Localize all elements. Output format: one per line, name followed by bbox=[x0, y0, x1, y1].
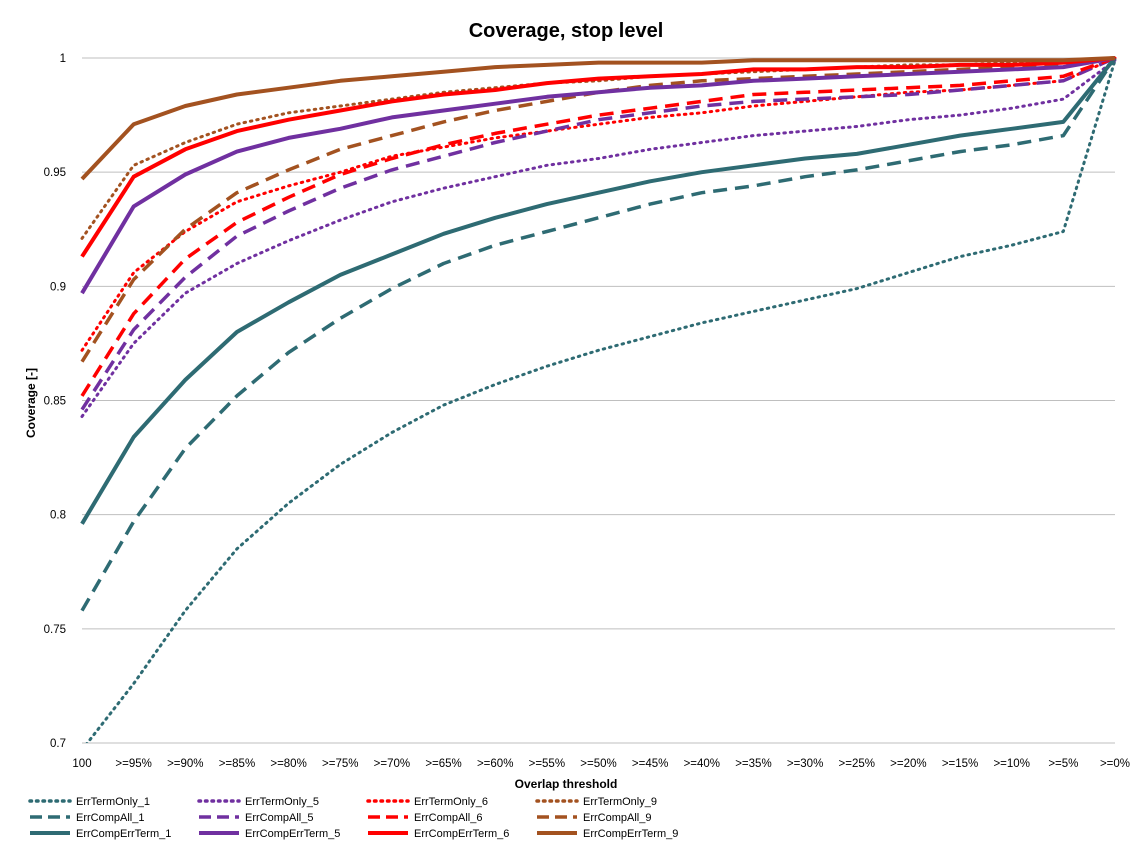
x-axis-ticks: 100 >=95% >=90% >=85% >=80% >=75% >=70% >=65% >=… bbox=[72, 758, 1130, 770]
series-line-ErrTermOnly_1 bbox=[85, 58, 1117, 743]
series-line-ErrTermOnly_6 bbox=[80, 56, 1117, 352]
y-axis-title: Coverage [-] bbox=[24, 368, 38, 438]
series-line-ErrCompAll_6 bbox=[80, 56, 1116, 397]
legend: ErrTermOnly_1 ErrTermOnly_5 ErrTermOnly_6 E… bbox=[28, 796, 678, 840]
x-tick-label: >=85% bbox=[219, 758, 255, 770]
series-line-ErrTermOnly_5 bbox=[80, 58, 1117, 418]
series-line-ErrCompErrTerm_9 bbox=[80, 56, 1116, 181]
legend-label: ErrTermOnly_1 bbox=[76, 796, 150, 808]
legend-label: ErrTermOnly_6 bbox=[414, 796, 488, 808]
legend-label: ErrCompAll_5 bbox=[245, 812, 313, 824]
x-tick-label: >=30% bbox=[787, 758, 823, 770]
legend-label: ErrCompErrTerm_6 bbox=[414, 828, 509, 840]
legend-label: ErrCompErrTerm_5 bbox=[245, 828, 340, 840]
x-tick-label: >=95% bbox=[115, 758, 151, 770]
series-line-ErrCompErrTerm_5 bbox=[80, 56, 1116, 295]
x-axis-title: Overlap threshold bbox=[515, 777, 618, 791]
series-lines bbox=[80, 56, 1117, 743]
gridlines bbox=[82, 57, 1115, 744]
x-tick-label: >=75% bbox=[322, 758, 358, 770]
legend-label: ErrTermOnly_9 bbox=[583, 796, 657, 808]
x-tick-label: 100 bbox=[72, 758, 91, 770]
legend-label: ErrCompAll_6 bbox=[414, 812, 482, 824]
y-tick-label: 1 bbox=[60, 53, 66, 65]
x-tick-label: >=15% bbox=[942, 758, 978, 770]
y-tick-label: 0.95 bbox=[44, 167, 66, 179]
series-line-ErrCompErrTerm_6 bbox=[80, 56, 1116, 258]
x-tick-label: >=60% bbox=[477, 758, 513, 770]
series-line-ErrCompAll_1 bbox=[80, 57, 1117, 612]
x-tick-label: >=55% bbox=[529, 758, 565, 770]
series-line-ErrCompAll_9 bbox=[80, 56, 1116, 363]
series-line-ErrCompErrTerm_1 bbox=[80, 56, 1117, 525]
y-axis-ticks: 0.7 0.75 0.8 0.85 0.9 0.95 1 bbox=[44, 53, 66, 750]
x-tick-label: >=90% bbox=[167, 758, 203, 770]
x-tick-label: >=80% bbox=[270, 758, 306, 770]
x-tick-label: >=50% bbox=[580, 758, 616, 770]
legend-label: ErrCompAll_9 bbox=[583, 812, 651, 824]
legend-label: ErrCompErrTerm_9 bbox=[583, 828, 678, 840]
y-tick-label: 0.8 bbox=[50, 510, 66, 522]
x-tick-label: >=25% bbox=[839, 758, 875, 770]
x-tick-label: >=0% bbox=[1100, 758, 1130, 770]
legend-label: ErrCompErrTerm_1 bbox=[76, 828, 171, 840]
chart-title: Coverage, stop level bbox=[469, 20, 664, 42]
x-tick-label: >=45% bbox=[632, 758, 668, 770]
series-line-ErrCompAll_5 bbox=[80, 56, 1116, 411]
y-tick-label: 0.7 bbox=[50, 738, 66, 750]
x-tick-label: >=10% bbox=[993, 758, 1029, 770]
legend-label: ErrCompAll_1 bbox=[76, 812, 144, 824]
y-tick-label: 0.75 bbox=[44, 624, 66, 636]
legend-label: ErrTermOnly_5 bbox=[245, 796, 319, 808]
x-tick-label: >=70% bbox=[374, 758, 410, 770]
y-tick-label: 0.85 bbox=[44, 396, 66, 408]
x-tick-label: >=40% bbox=[684, 758, 720, 770]
x-tick-label: >=65% bbox=[425, 758, 461, 770]
x-tick-label: >=35% bbox=[735, 758, 771, 770]
x-tick-label: >=20% bbox=[890, 758, 926, 770]
x-tick-label: >=5% bbox=[1048, 758, 1078, 770]
y-tick-label: 0.9 bbox=[50, 281, 66, 293]
